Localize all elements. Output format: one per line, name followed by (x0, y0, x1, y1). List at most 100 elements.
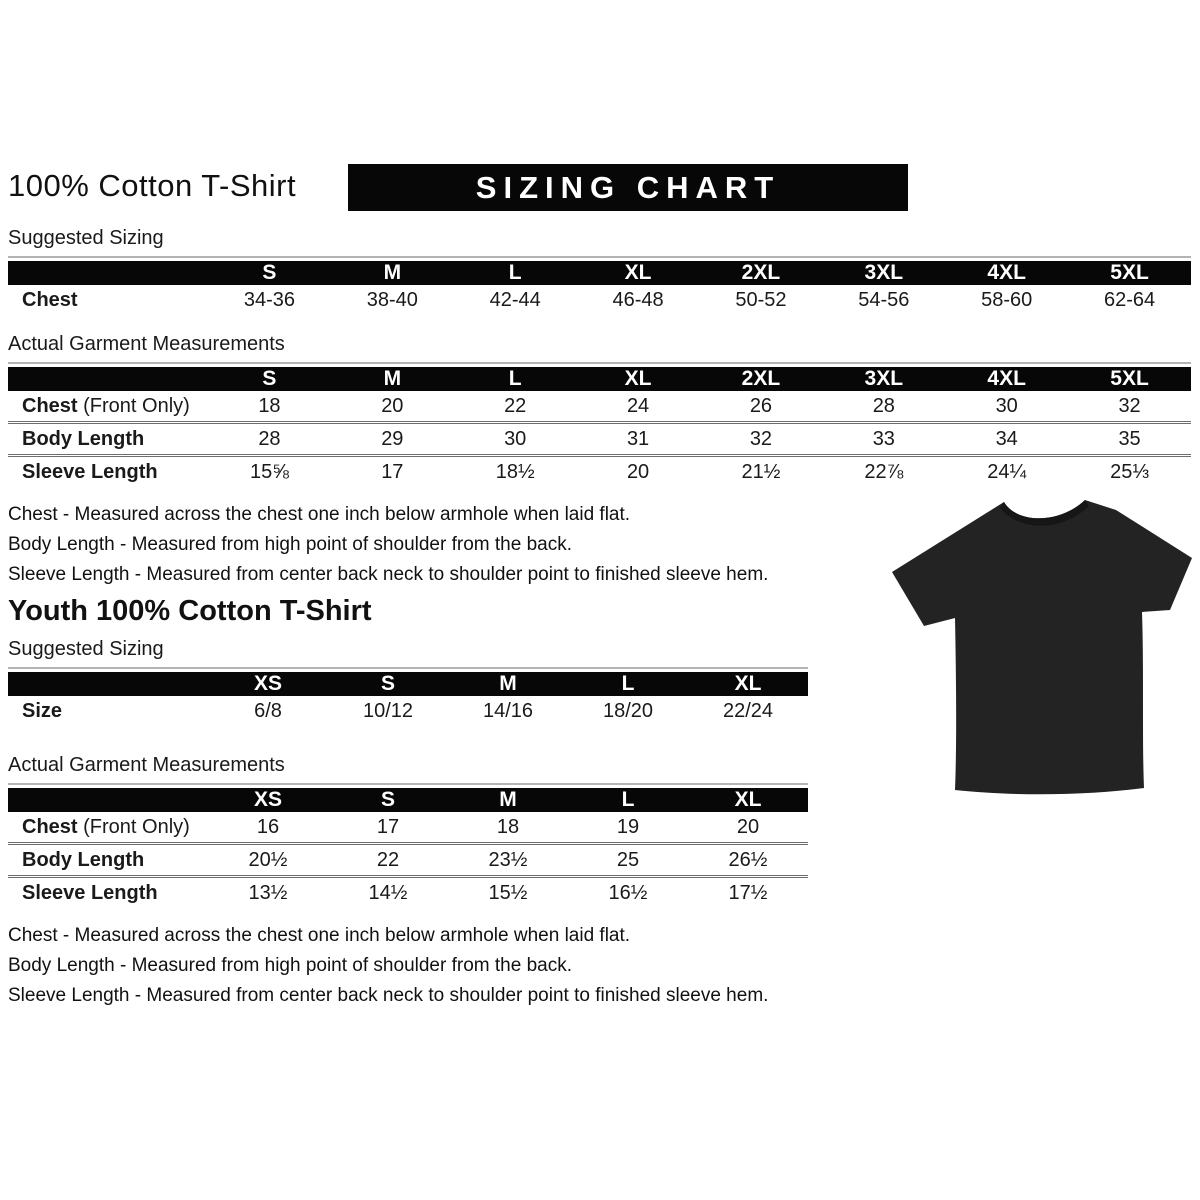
cell-value: 18/20 (602, 699, 654, 722)
column-header-m: M (383, 261, 402, 284)
cell-value: 15⅝ (249, 460, 289, 483)
table-row: Chest (Front Only) 16 17 18 19 20 (8, 812, 808, 842)
cell-value: 25 (616, 848, 640, 871)
cell-value: 33 (872, 427, 895, 450)
youth-actual-measurements-table: XS S M L XL Chest (Front Only) 16 17 18 19 20 Body … (8, 783, 808, 908)
note-body-length: Body Length - Measured from high point o… (8, 534, 572, 555)
cell-value: 22 (504, 394, 527, 417)
header-row: 100% Cotton T-Shirt SIZING CHART (8, 164, 1193, 218)
table-header-bar: XS S M L XL (8, 672, 808, 696)
cell-value: 50-52 (735, 288, 787, 311)
cell-value: 58-60 (981, 288, 1033, 311)
cell-value: 62-64 (1103, 288, 1156, 311)
sizing-chart-banner-text: SIZING CHART (475, 169, 781, 205)
table-row: Chest 34-36 38-40 42-44 46-48 50-52 54-56 58-60… (8, 285, 1191, 315)
cell-value: 35 (1118, 427, 1141, 450)
column-header-2xl: 2XL (741, 261, 781, 284)
tshirt-silhouette-icon (892, 500, 1192, 795)
youth-actual-measurements-label: Actual Garment Measurements (8, 754, 285, 776)
cell-value: 31 (626, 427, 650, 450)
column-header-4xl: 4XL (987, 367, 1026, 390)
column-header-3xl: 3XL (864, 367, 904, 390)
column-header-2xl: 2XL (741, 367, 781, 390)
column-header-xl: XL (734, 788, 762, 811)
cell-value: 22⅞ (864, 460, 904, 483)
table-row: Sleeve Length 15⅝ 17 18½ 20 21½ 22⅞ 24¼ 25⅓ (8, 454, 1191, 487)
cell-value: 26 (749, 394, 773, 417)
note-body-length: Body Length - Measured from high point o… (8, 955, 572, 976)
table-header-bar: XS S M L XL (8, 788, 808, 812)
cell-value: 38-40 (366, 288, 418, 311)
row-label: Sleeve Length (22, 881, 158, 904)
sizing-chart-banner: SIZING CHART (348, 164, 908, 211)
cell-value: 18½ (495, 460, 535, 483)
row-label: Size (22, 699, 63, 722)
note-sleeve-length: Sleeve Length - Measured from center bac… (8, 564, 769, 585)
column-header-xl: XL (624, 261, 652, 284)
adult-actual-measurements-label: Actual Garment Measurements (8, 333, 285, 355)
column-header-s: S (380, 672, 395, 695)
column-header-xs: XS (253, 788, 282, 811)
cell-value: 34-36 (243, 288, 296, 311)
black-tshirt-photo (892, 490, 1192, 802)
cell-value: 17½ (728, 881, 768, 904)
cell-value: 21½ (741, 460, 781, 483)
cell-value: 18 (496, 815, 520, 838)
column-header-m: M (383, 367, 402, 390)
cell-value: 46-48 (612, 288, 664, 311)
youth-suggested-sizing-label: Suggested Sizing (8, 638, 164, 660)
column-header-s: S (380, 788, 395, 811)
column-header-xl: XL (734, 672, 762, 695)
column-header-xs: XS (253, 672, 282, 695)
adult-measurement-notes: Chest - Measured across the chest one in… (8, 500, 1193, 590)
cell-value: 20 (626, 460, 650, 483)
column-header-4xl: 4XL (987, 261, 1026, 284)
cell-value: 26½ (728, 848, 768, 871)
cell-value: 32 (1118, 394, 1141, 417)
column-header-l: L (508, 367, 522, 390)
cell-value: 15½ (488, 881, 528, 904)
row-label: Sleeve Length (22, 460, 158, 483)
table-row: Sleeve Length 13½ 14½ 15½ 16½ 17½ (8, 875, 808, 908)
adult-suggested-sizing-label: Suggested Sizing (8, 227, 164, 249)
table-row: Size 6/8 10/12 14/16 18/20 22/24 (8, 696, 808, 726)
cell-value: 25⅓ (1110, 460, 1150, 483)
youth-section-title: Youth 100% Cotton T-Shirt (8, 595, 372, 627)
cell-value: 54-56 (858, 288, 910, 311)
cell-value: 17 (381, 460, 404, 483)
table-row: Body Length 20½ 22 23½ 25 26½ (8, 842, 808, 875)
cell-value: 16½ (608, 881, 648, 904)
note-chest: Chest - Measured across the chest one in… (8, 925, 631, 946)
note-chest: Chest - Measured across the chest one in… (8, 504, 631, 525)
note-sleeve-length: Sleeve Length - Measured from center bac… (8, 985, 769, 1006)
table-row: Body Length 28 29 30 31 32 33 34 35 (8, 421, 1191, 454)
adult-suggested-sizing-table: S M L XL 2XL 3XL 4XL 5XL Chest 34-36 38-40 42-44 46-… (8, 256, 1191, 315)
cell-value: 10/12 (362, 699, 414, 722)
cell-value: 28 (258, 427, 281, 450)
column-header-5xl: 5XL (1110, 367, 1149, 390)
row-label: Chest (22, 288, 78, 311)
column-header-l: L (621, 672, 635, 695)
cell-value: 20 (736, 815, 760, 838)
cell-value: 20½ (248, 848, 288, 871)
cell-value: 13½ (248, 881, 288, 904)
column-header-m: M (499, 788, 517, 811)
cell-value: 18 (258, 394, 281, 417)
column-header-s: S (262, 261, 277, 284)
page-title: 100% Cotton T-Shirt (8, 168, 297, 203)
table-header-bar: S M L XL 2XL 3XL 4XL 5XL (8, 261, 1191, 285)
cell-value: 28 (872, 394, 895, 417)
cell-value: 24 (626, 394, 650, 417)
cell-value: 34 (995, 427, 1018, 450)
table-row: Chest (Front Only) 18 20 22 24 26 28 30 32 (8, 391, 1191, 421)
column-header-3xl: 3XL (864, 261, 904, 284)
row-label: Body Length (22, 848, 145, 871)
column-header-xl: XL (624, 367, 652, 390)
row-label: Body Length (22, 427, 145, 450)
column-header-l: L (508, 261, 522, 284)
cell-value: 24¼ (987, 460, 1027, 483)
youth-suggested-sizing-table: XS S M L XL Size 6/8 10/12 14/16 18/20 22/24 (8, 667, 808, 726)
cell-value: 22/24 (722, 699, 774, 722)
row-label: Chest (Front Only) (22, 394, 190, 417)
cell-value: 30 (995, 394, 1018, 417)
